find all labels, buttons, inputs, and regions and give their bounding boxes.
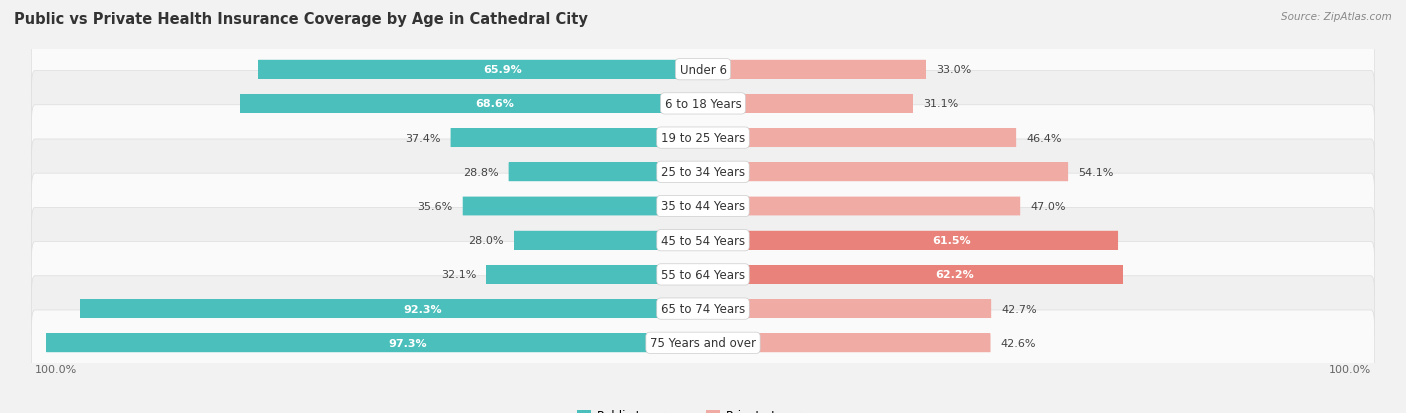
Bar: [515, 231, 703, 250]
Text: 35 to 44 Years: 35 to 44 Years: [661, 200, 745, 213]
Text: 46.4%: 46.4%: [1026, 133, 1062, 143]
FancyBboxPatch shape: [31, 276, 1375, 342]
FancyBboxPatch shape: [31, 310, 1375, 376]
Bar: [463, 197, 703, 216]
Bar: [703, 265, 1123, 284]
Bar: [46, 334, 703, 352]
FancyBboxPatch shape: [31, 174, 1375, 239]
FancyBboxPatch shape: [259, 61, 703, 79]
Bar: [703, 95, 912, 114]
Text: 75 Years and over: 75 Years and over: [650, 337, 756, 349]
Text: 33.0%: 33.0%: [936, 65, 972, 75]
Text: 42.6%: 42.6%: [1001, 338, 1036, 348]
FancyBboxPatch shape: [80, 299, 703, 318]
Text: 31.1%: 31.1%: [922, 99, 959, 109]
Bar: [509, 163, 703, 182]
Text: 19 to 25 Years: 19 to 25 Years: [661, 132, 745, 145]
FancyBboxPatch shape: [703, 129, 1017, 148]
Bar: [486, 265, 703, 284]
FancyBboxPatch shape: [703, 61, 925, 79]
Text: 47.0%: 47.0%: [1031, 202, 1066, 211]
FancyBboxPatch shape: [31, 105, 1375, 171]
Text: 65.9%: 65.9%: [484, 65, 522, 75]
Bar: [703, 231, 1118, 250]
FancyBboxPatch shape: [515, 231, 703, 250]
FancyBboxPatch shape: [509, 163, 703, 182]
Bar: [703, 163, 1069, 182]
Bar: [703, 299, 991, 318]
FancyBboxPatch shape: [31, 140, 1375, 205]
Text: 65 to 74 Years: 65 to 74 Years: [661, 302, 745, 316]
FancyBboxPatch shape: [240, 95, 703, 114]
FancyBboxPatch shape: [463, 197, 703, 216]
Text: 54.1%: 54.1%: [1078, 167, 1114, 177]
FancyBboxPatch shape: [486, 265, 703, 284]
Bar: [240, 95, 703, 114]
Bar: [450, 129, 703, 148]
Bar: [259, 61, 703, 79]
Text: 25 to 34 Years: 25 to 34 Years: [661, 166, 745, 179]
FancyBboxPatch shape: [703, 197, 1021, 216]
FancyBboxPatch shape: [703, 231, 1118, 250]
Text: Source: ZipAtlas.com: Source: ZipAtlas.com: [1281, 12, 1392, 22]
Text: 62.2%: 62.2%: [935, 270, 974, 280]
Text: 32.1%: 32.1%: [441, 270, 477, 280]
Text: 28.0%: 28.0%: [468, 236, 503, 246]
Text: 35.6%: 35.6%: [418, 202, 453, 211]
FancyBboxPatch shape: [703, 334, 990, 352]
Bar: [703, 334, 990, 352]
FancyBboxPatch shape: [703, 163, 1069, 182]
Bar: [80, 299, 703, 318]
Text: 42.7%: 42.7%: [1001, 304, 1036, 314]
FancyBboxPatch shape: [31, 208, 1375, 273]
FancyBboxPatch shape: [31, 71, 1375, 137]
FancyBboxPatch shape: [31, 242, 1375, 308]
Legend: Public Insurance, Private Insurance: Public Insurance, Private Insurance: [572, 404, 834, 413]
FancyBboxPatch shape: [703, 95, 912, 114]
Text: 61.5%: 61.5%: [932, 236, 972, 246]
Bar: [703, 197, 1021, 216]
Text: 45 to 54 Years: 45 to 54 Years: [661, 234, 745, 247]
FancyBboxPatch shape: [703, 299, 991, 318]
Text: 100.0%: 100.0%: [1329, 364, 1371, 374]
FancyBboxPatch shape: [46, 334, 703, 352]
Text: Public vs Private Health Insurance Coverage by Age in Cathedral City: Public vs Private Health Insurance Cover…: [14, 12, 588, 27]
Bar: [703, 61, 925, 79]
FancyBboxPatch shape: [703, 265, 1123, 284]
Text: 37.4%: 37.4%: [405, 133, 440, 143]
Text: Under 6: Under 6: [679, 64, 727, 76]
Text: 6 to 18 Years: 6 to 18 Years: [665, 97, 741, 111]
Text: 97.3%: 97.3%: [388, 338, 427, 348]
Text: 55 to 64 Years: 55 to 64 Years: [661, 268, 745, 281]
FancyBboxPatch shape: [31, 37, 1375, 103]
Text: 28.8%: 28.8%: [463, 167, 499, 177]
Text: 100.0%: 100.0%: [35, 364, 77, 374]
FancyBboxPatch shape: [450, 129, 703, 148]
Text: 92.3%: 92.3%: [404, 304, 441, 314]
Text: 68.6%: 68.6%: [475, 99, 515, 109]
Bar: [703, 129, 1017, 148]
